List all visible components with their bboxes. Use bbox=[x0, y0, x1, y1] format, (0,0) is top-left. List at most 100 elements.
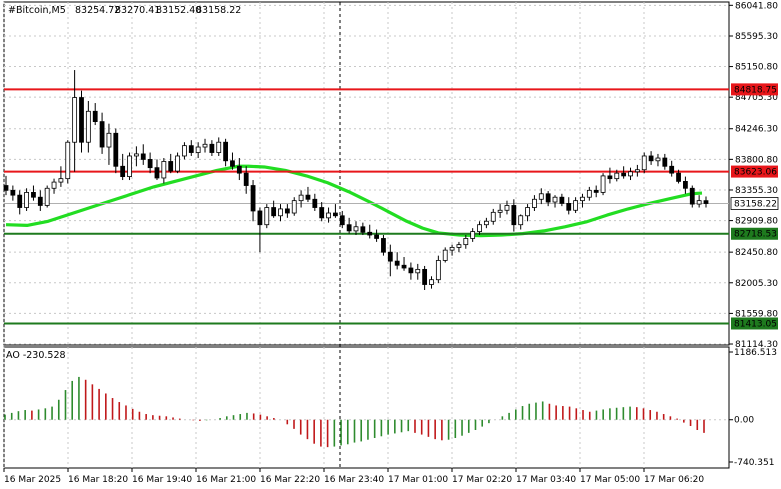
y-tick-label: 85595.30 bbox=[735, 32, 778, 42]
candle-body bbox=[662, 157, 668, 167]
price-level-label-box bbox=[731, 227, 778, 240]
candle-body bbox=[236, 165, 242, 174]
candle-body bbox=[24, 192, 29, 208]
candle-body bbox=[182, 145, 187, 157]
candles-layer bbox=[3, 70, 709, 291]
candle-body bbox=[621, 172, 627, 177]
candle-body bbox=[147, 159, 153, 169]
candle-body bbox=[511, 205, 517, 226]
y-tick-label: 86041.80 bbox=[735, 1, 778, 11]
candle-body bbox=[264, 207, 270, 226]
candle-body bbox=[31, 192, 36, 198]
ao-histogram-layer bbox=[4, 376, 729, 448]
candle-body bbox=[319, 207, 325, 219]
candle-body bbox=[497, 209, 503, 213]
x-tick-label: 16 Mar 19:40 bbox=[132, 475, 192, 485]
candle-body bbox=[580, 196, 585, 202]
candle-body bbox=[305, 194, 311, 200]
candle-body bbox=[703, 200, 709, 204]
candle-body bbox=[696, 200, 702, 205]
candle-body bbox=[401, 264, 407, 269]
candle-body bbox=[195, 146, 201, 153]
price-level-label: 83623.06 bbox=[734, 168, 777, 178]
candle-body bbox=[463, 238, 469, 246]
candle-body bbox=[230, 160, 235, 167]
x-tick-label: 16 Mar 21:00 bbox=[196, 475, 256, 485]
candle-body bbox=[559, 196, 565, 204]
current-price-label: 83158.22 bbox=[734, 200, 777, 210]
candle-body bbox=[442, 249, 448, 261]
x-tick-label: 16 Mar 18:20 bbox=[68, 475, 128, 485]
current-price-label-box bbox=[730, 197, 779, 210]
candle-body bbox=[339, 215, 345, 226]
candle-body bbox=[175, 155, 180, 172]
candle-body bbox=[17, 194, 23, 208]
candle-body bbox=[408, 267, 414, 274]
ao-y-tick-label: -740.351 bbox=[734, 458, 774, 468]
ohlc-value: 83152.40 bbox=[156, 5, 201, 16]
candle-body bbox=[593, 189, 599, 193]
candle-body bbox=[44, 187, 50, 206]
price-level-label-box bbox=[731, 165, 778, 178]
candle-body bbox=[634, 169, 640, 173]
y-tick-label: 82909.80 bbox=[735, 217, 778, 227]
candle-body bbox=[532, 198, 537, 208]
candle-body bbox=[51, 181, 57, 189]
candle-body bbox=[120, 165, 126, 177]
main-chart-grid bbox=[3, 1, 730, 469]
y-tick-label: 81114.30 bbox=[735, 340, 778, 350]
candle-body bbox=[127, 155, 132, 177]
axes-layer: 86041.80 85595.30 85150.80 84705.30 84246.30… bbox=[3, 1, 779, 485]
y-tick-label: 84246.30 bbox=[735, 125, 778, 135]
candle-body bbox=[223, 141, 229, 162]
candle-body bbox=[79, 97, 84, 143]
candle-body bbox=[600, 175, 606, 193]
price-level-label: 84818.75 bbox=[734, 85, 777, 95]
candle-body bbox=[37, 196, 43, 206]
candle-body bbox=[552, 196, 558, 203]
ohlc-value: 83254.72 bbox=[75, 5, 120, 16]
candle-body bbox=[250, 185, 256, 212]
candle-body bbox=[106, 132, 112, 148]
candle-body bbox=[284, 208, 290, 214]
candle-body bbox=[525, 207, 530, 217]
candle-body bbox=[490, 211, 496, 222]
candle-body bbox=[271, 207, 277, 217]
price-level-label: 82718.53 bbox=[734, 230, 777, 240]
y-tick-label: 83355.30 bbox=[735, 186, 778, 196]
candle-body bbox=[278, 208, 283, 217]
candle-body bbox=[243, 172, 249, 186]
y-tick-label: 81559.80 bbox=[735, 309, 778, 319]
candle-body bbox=[683, 181, 688, 189]
candle-body bbox=[456, 244, 462, 248]
x-tick-label: 16 Mar 23:40 bbox=[324, 475, 384, 485]
candle-body bbox=[415, 268, 421, 274]
y-tick-label: 84705.30 bbox=[735, 93, 778, 103]
candle-body bbox=[381, 238, 386, 253]
candle-body bbox=[538, 193, 544, 200]
candle-body bbox=[586, 189, 592, 198]
candle-body bbox=[566, 203, 572, 211]
candle-body bbox=[72, 97, 78, 143]
candle-body bbox=[429, 279, 434, 285]
ao-y-tick-label: 1186.513 bbox=[734, 348, 777, 358]
candle-body bbox=[360, 226, 366, 233]
candle-body bbox=[477, 224, 482, 232]
x-tick-label: 17 Mar 05:00 bbox=[580, 475, 640, 485]
candle-body bbox=[188, 145, 194, 153]
candle-body bbox=[92, 110, 98, 123]
candle-body bbox=[58, 178, 64, 183]
y-tick-label: 83800.80 bbox=[735, 155, 778, 165]
ao-indicator-title: AO -230.528 bbox=[6, 350, 66, 361]
x-tick-label: 17 Mar 02:20 bbox=[452, 475, 512, 485]
candle-body bbox=[85, 110, 91, 143]
y-tick-label: 82450.80 bbox=[735, 248, 778, 258]
candle-body bbox=[3, 185, 9, 191]
candle-body bbox=[387, 251, 393, 262]
candle-body bbox=[435, 260, 441, 281]
ao-y-tick-label: 0.00 bbox=[734, 416, 754, 426]
candle-body bbox=[470, 231, 476, 239]
candle-body bbox=[689, 187, 695, 205]
candle-body bbox=[655, 157, 661, 162]
